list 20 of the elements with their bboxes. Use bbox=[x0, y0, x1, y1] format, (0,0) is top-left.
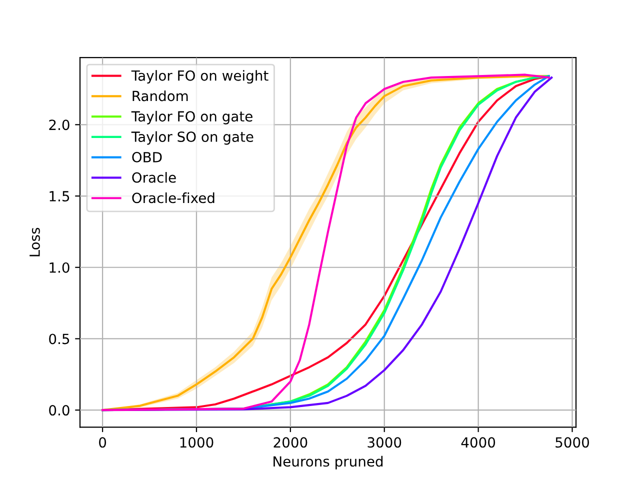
x-tick-label: 2000 bbox=[274, 437, 308, 448]
legend-label: Oracle-fixed bbox=[132, 192, 214, 204]
x-tick-label: 4000 bbox=[461, 437, 496, 448]
legend-label: Random bbox=[132, 90, 188, 102]
legend-label: Taylor FO on gate bbox=[131, 110, 252, 124]
legend-label: Taylor FO on weight bbox=[131, 70, 268, 84]
y-tick-label: 2.0 bbox=[49, 120, 70, 130]
x-tick-label: 3000 bbox=[368, 437, 402, 448]
x-tick-label: 1000 bbox=[180, 437, 214, 448]
y-axis-title: Loss bbox=[30, 228, 40, 256]
y-tick-label: 1.5 bbox=[50, 191, 70, 202]
legend-label: Taylor SO on gate bbox=[131, 131, 254, 145]
legend-label: Oracle bbox=[132, 172, 176, 183]
y-tick-label: 1.0 bbox=[50, 262, 70, 273]
x-axis-title: Neurons pruned bbox=[274, 456, 383, 470]
y-tick-label: 0.0 bbox=[49, 405, 70, 416]
y-tick-label: 0.5 bbox=[49, 334, 70, 344]
legend-label: OBD bbox=[132, 152, 162, 162]
x-tick-label: 0 bbox=[99, 437, 106, 448]
x-tick-label: 5000 bbox=[556, 437, 589, 448]
